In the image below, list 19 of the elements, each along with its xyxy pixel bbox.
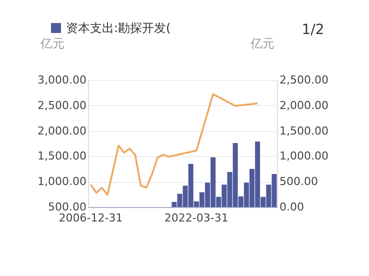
y-tick-label: 2,000.00: [38, 124, 86, 138]
y-tick-label: 1,000.00: [38, 175, 86, 188]
text: 1/2: [302, 22, 324, 38]
y-tick-label: 2,500.00: [38, 98, 86, 112]
y-axis-title: 亿元: [40, 36, 64, 50]
x-tick-label: 2022-03-31: [164, 212, 228, 224]
y2-axis-title: 亿元: [250, 36, 274, 50]
y2-tick-label: 0.00: [280, 200, 304, 214]
y2-tick-label: 2,500.00: [280, 74, 328, 86]
y2-tick-label: 1,000.00: [280, 150, 328, 163]
y2-tick-label: 1,500.00: [280, 124, 328, 138]
y2-tick-label: 500.00: [280, 175, 318, 188]
line-series: [90, 93, 258, 196]
x-tick-label: 2006-12-31: [58, 212, 123, 224]
y-tick-label: 1,500.00: [38, 150, 86, 163]
y-tick-label: 3,000.00: [38, 74, 86, 86]
legend-label: 资本支出:勘探开发(: [66, 21, 171, 35]
y2-tick-label: 2,000.00: [280, 98, 328, 112]
y-tick-label: 500.00: [48, 200, 86, 214]
